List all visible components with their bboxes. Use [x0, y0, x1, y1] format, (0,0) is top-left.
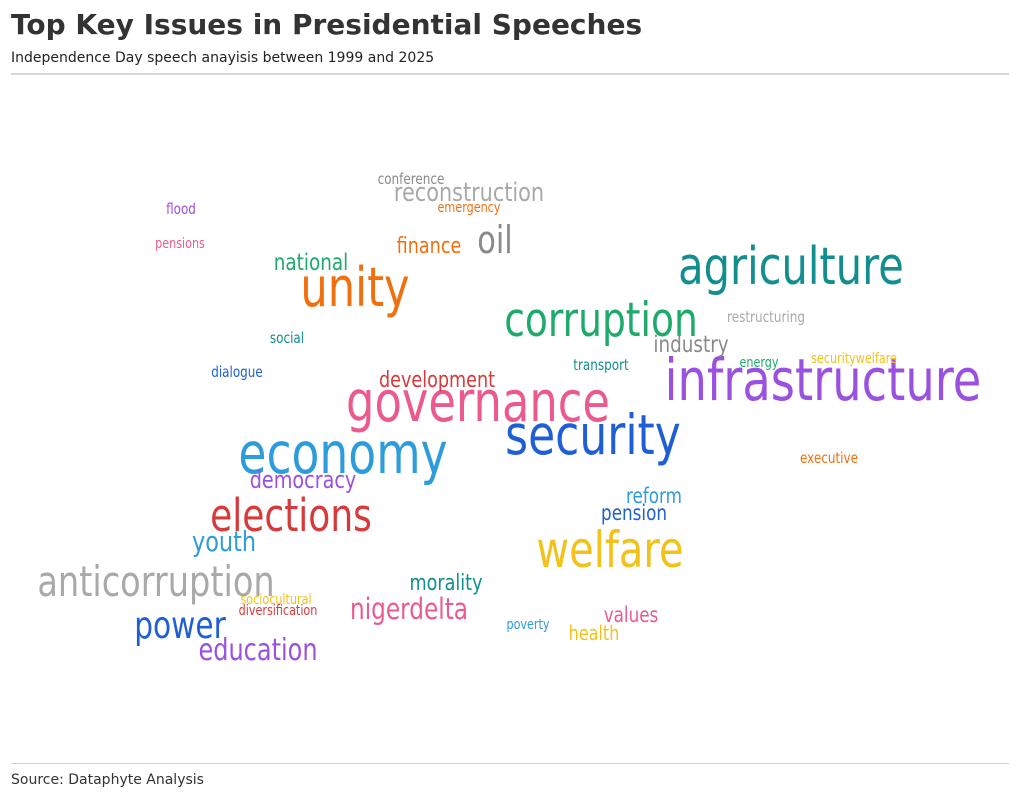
word-conference: conference	[378, 171, 445, 189]
word-sociocultural: sociocultural	[240, 591, 311, 608]
word-anticorruption: anticorruption	[37, 557, 274, 606]
word-democracy: democracy	[250, 467, 357, 495]
word-development: development	[379, 367, 495, 392]
word-securitywelfare: securitywelfare	[811, 350, 897, 367]
word-emergency: emergency	[438, 199, 501, 216]
word-transport: transport	[573, 357, 628, 375]
word-power: power	[134, 604, 226, 647]
word-morality: morality	[410, 570, 483, 595]
word-oil: oil	[477, 219, 512, 263]
word-youth: youth	[192, 524, 256, 557]
word-security: security	[505, 403, 681, 467]
word-infrastructure: infrastructure	[665, 347, 982, 414]
word-pensions: pensions	[155, 235, 205, 252]
word-national: national	[274, 249, 349, 276]
word-poverty: poverty	[506, 616, 549, 633]
chart-title: Top Key Issues in Presidential Speeches	[11, 8, 643, 41]
word-corruption: corruption	[504, 293, 698, 348]
word-nigerdelta: nigerdelta	[350, 594, 468, 627]
word-welfare: welfare	[536, 521, 683, 580]
word-energy: energy	[740, 354, 779, 371]
word-agriculture: agriculture	[678, 237, 904, 298]
word-education: education	[198, 633, 317, 667]
word-flood: flood	[166, 201, 196, 219]
header-divider	[11, 73, 1009, 75]
word-values: values	[604, 603, 659, 627]
word-executive: executive	[800, 450, 858, 468]
word-economy: economy	[238, 421, 447, 487]
word-unity: unity	[300, 256, 409, 319]
word-diversification: diversification	[239, 602, 318, 619]
word-health: health	[569, 622, 620, 645]
footer-divider	[11, 763, 1009, 764]
word-industry: industry	[653, 331, 728, 358]
word-reform: reform	[626, 484, 682, 508]
word-governance: governance	[346, 369, 610, 434]
word-pension: pension	[601, 501, 667, 525]
word-finance: finance	[397, 233, 462, 258]
chart-subtitle: Independence Day speech anayisis between…	[11, 50, 435, 66]
word-restructuring: restructuring	[727, 309, 805, 327]
word-elections: elections	[210, 489, 372, 542]
word-social: social	[270, 330, 304, 348]
word-reconstruction: reconstruction	[394, 177, 544, 208]
word-dialogue: dialogue	[211, 364, 263, 382]
source-note: Source: Dataphyte Analysis	[11, 772, 204, 788]
